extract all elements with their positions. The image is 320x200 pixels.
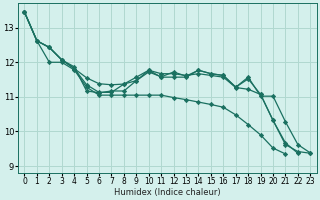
X-axis label: Humidex (Indice chaleur): Humidex (Indice chaleur) bbox=[114, 188, 221, 197]
